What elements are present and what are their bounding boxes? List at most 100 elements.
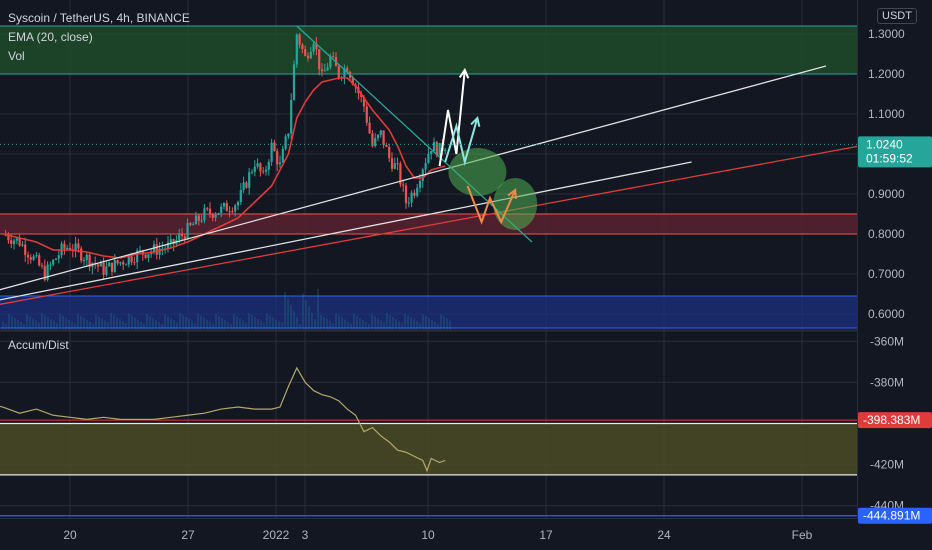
volume-bar — [107, 322, 109, 330]
candle-body — [276, 151, 279, 165]
symbol-legend: Syscoin / TetherUS, 4h, BINANCE — [8, 11, 190, 25]
time-tick-label: 27 — [181, 528, 195, 542]
candle-body — [57, 255, 60, 259]
candle-body — [410, 192, 413, 203]
projection-path-1 — [438, 69, 466, 167]
volume-bar — [428, 318, 430, 330]
candle-body — [12, 240, 16, 244]
candle-body — [245, 182, 248, 188]
candle-body — [15, 238, 18, 241]
volume-bar — [173, 320, 175, 330]
volume-bar — [2, 321, 4, 330]
volume-bar — [110, 313, 112, 330]
price-tick-label: 0.9000 — [868, 187, 905, 201]
candle-body — [40, 265, 44, 267]
accum-dist-line — [0, 366, 446, 473]
price-tick-label: 1.2000 — [868, 67, 905, 81]
countdown-label: 01:59:52 — [866, 151, 913, 165]
volume-bar — [86, 320, 88, 330]
accum-dist-level-badge-1 — [858, 412, 932, 429]
candle-body — [323, 70, 326, 72]
candle-body — [80, 248, 83, 261]
candle-body — [211, 213, 214, 218]
candle-body — [222, 203, 226, 207]
candle-body — [234, 205, 237, 212]
candle-body — [250, 171, 254, 173]
candle-body — [424, 162, 427, 170]
candle-body — [393, 163, 396, 169]
volume-bar — [443, 316, 445, 330]
volume-bar — [149, 316, 151, 330]
volume-bar — [413, 319, 415, 330]
volume-bar — [257, 319, 259, 330]
candle-body — [82, 259, 86, 261]
volume-bar — [89, 322, 91, 330]
volume-bar — [203, 317, 205, 330]
volume-bar — [377, 318, 379, 330]
time-tick-label: 2022 — [263, 528, 290, 542]
candle-body — [259, 163, 262, 172]
candle-body — [262, 171, 265, 173]
volume-legend: Vol — [8, 49, 25, 63]
candle-body — [284, 136, 287, 149]
volume-bar — [68, 319, 70, 330]
volume-bar — [92, 324, 94, 330]
candle-body — [200, 220, 203, 222]
volume-bar — [287, 298, 289, 330]
volume-bar — [134, 317, 136, 330]
volume-bar — [44, 315, 46, 330]
volume-bar — [323, 317, 325, 330]
candle-body — [399, 163, 402, 185]
currency-button[interactable]: USDT — [877, 8, 917, 24]
volume-bar — [335, 313, 337, 330]
volume-bar — [26, 314, 28, 330]
volume-bar — [398, 321, 400, 330]
candle-body — [166, 242, 170, 249]
candle-body — [228, 211, 231, 213]
volume-bar — [50, 319, 52, 330]
volume-bar — [74, 323, 76, 330]
candle-body — [136, 250, 139, 263]
volume-bar — [125, 323, 127, 330]
volume-bar — [29, 316, 31, 330]
candle-body — [295, 34, 298, 65]
candle-body — [432, 142, 436, 152]
zone-demand — [0, 296, 857, 328]
volume-bar — [338, 315, 340, 330]
candle-body — [46, 264, 49, 280]
volume-bar — [407, 315, 409, 330]
volume-bar — [179, 313, 181, 330]
candle-body — [365, 106, 368, 123]
volume-bar — [62, 315, 64, 330]
volume-bar — [239, 318, 241, 330]
volume-bar — [275, 319, 277, 330]
candle-body — [287, 133, 290, 137]
volume-bar — [383, 322, 385, 330]
accum-dist-tick-label: -360M — [870, 334, 904, 348]
volume-bar — [290, 304, 292, 330]
volume-bar — [20, 322, 22, 330]
candle-body — [298, 34, 301, 45]
candle-body — [85, 254, 88, 260]
highlight-ellipse-2 — [493, 178, 538, 230]
volume-bar — [77, 314, 79, 330]
volume-bar — [431, 320, 433, 330]
candle-body — [155, 244, 158, 255]
volume-bar — [83, 318, 85, 330]
volume-bar — [245, 322, 247, 330]
candle-body — [141, 250, 144, 255]
volume-bar — [236, 316, 238, 330]
volume-bar — [194, 323, 196, 330]
volume-bar — [293, 311, 295, 330]
volume-bar — [254, 317, 256, 330]
volume-bar — [164, 314, 166, 330]
candle-body — [54, 258, 58, 260]
candle-body — [189, 223, 192, 225]
candle-body — [396, 163, 399, 165]
candle-body — [110, 262, 114, 272]
trendline-2 — [0, 161, 692, 301]
volume-bar — [155, 320, 157, 330]
volume-bar — [35, 320, 37, 330]
volume-bar — [137, 319, 139, 330]
